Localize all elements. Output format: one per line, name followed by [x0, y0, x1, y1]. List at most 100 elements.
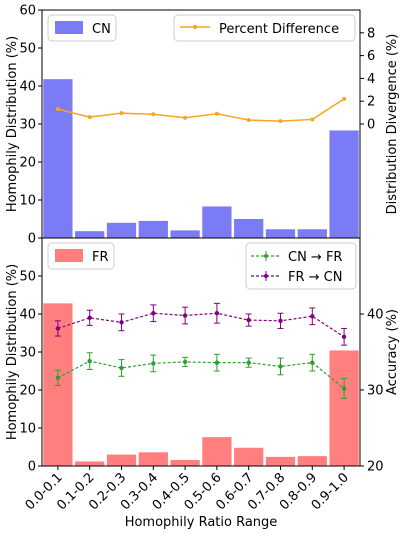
fr-to-cn-point-0.4-0.5 [182, 307, 188, 324]
fr-to-cn-point-0.2-0.3 [119, 314, 125, 331]
cn-to-fr-point-0.3-0.4 [150, 355, 156, 372]
legend-marker-fr-to-cn [264, 274, 268, 278]
cn-bar-0.7-0.8 [266, 229, 295, 238]
fr-to-cn-point-0.3-0.4 [150, 305, 156, 322]
bottom-x-ticks: 0.0-0.10.1-0.20.2-0.30.3-0.40.4-0.50.5-0… [23, 466, 352, 513]
percent-difference-point-0.6-0.7 [247, 118, 251, 122]
fr-to-cn-point-0.5-0.6 [214, 303, 220, 323]
top-bars [43, 79, 358, 238]
cn-bar-0.3-0.4 [139, 221, 168, 238]
top-left-ticks: 0 10 20 30 40 50 60 [19, 4, 42, 247]
percent-difference-point-0.2-0.3 [120, 111, 124, 115]
fr-bar-0.6-0.7 [234, 448, 263, 466]
bottom-legend-left: FR [48, 243, 114, 269]
bottom-legend-right: CN → FR FR → CN [246, 243, 356, 289]
top-percent-difference-line [56, 97, 346, 123]
fr-to-cn-point-0.1-0.2 [87, 310, 93, 325]
top-left-tick-label: 30 [19, 118, 36, 133]
bottom-left-tick-label: 0 [28, 460, 36, 475]
fr-to-cn-marker [278, 319, 282, 323]
legend-swatch-fr [55, 249, 83, 262]
percent-difference-point-0.9-1.0 [342, 97, 346, 101]
fr-to-cn-line [58, 313, 344, 337]
fr-to-cn-marker [119, 320, 123, 324]
percent-difference-point-0.5-0.6 [215, 112, 219, 116]
cn-bar-0.6-0.7 [234, 219, 263, 238]
fr-bar-0.8-0.9 [298, 456, 327, 466]
bottom-left-tick-label: 30 [19, 346, 36, 361]
bottom-left-axis-label: Homophily Distribution (%) [5, 264, 20, 440]
top-left-tick-label: 0 [28, 232, 36, 247]
cn-bar-0.8-0.9 [298, 229, 327, 238]
cn-to-fr-marker [310, 360, 314, 364]
cn-to-fr-point-0.1-0.2 [87, 353, 93, 370]
top-plot-frame [42, 10, 360, 238]
fr-bar-0.5-0.6 [202, 437, 231, 466]
fr-bar-0.9-1.0 [329, 350, 358, 466]
fr-to-cn-point-0.9-1.0 [341, 328, 347, 345]
top-right-axis-label: Distribution Divergence (%) [385, 34, 400, 215]
fr-bar-0.3-0.4 [139, 452, 168, 466]
fr-to-cn-marker [183, 313, 187, 317]
bottom-left-tick-label: 10 [19, 422, 36, 437]
fr-to-cn-marker [56, 326, 60, 330]
top-right-ticks: 0 2 4 6 8 [360, 26, 375, 132]
bottom-x-axis-label: Homophily Ratio Range [125, 515, 278, 530]
percent-difference-point-0.4-0.5 [183, 116, 187, 120]
top-left-tick-label: 10 [19, 194, 36, 209]
top-left-tick-label: 20 [19, 156, 36, 171]
bottom-left-tick-label: 40 [19, 308, 36, 323]
top-right-tick-label: 8 [367, 26, 375, 41]
fr-to-cn-marker [88, 316, 92, 320]
cn-to-fr-marker [88, 359, 92, 363]
legend-marker-cn-to-fr [264, 254, 268, 258]
cn-to-fr-line [58, 361, 344, 388]
top-legend-right: Percent Difference [174, 15, 355, 41]
cn-bar-0.5-0.6 [202, 206, 231, 238]
legend-label-fr-to-cn: FR → CN [288, 270, 342, 285]
cn-to-fr-point-0.7-0.8 [278, 358, 284, 375]
percent-difference-point-0.7-0.8 [279, 119, 283, 123]
fr-to-cn-marker [215, 311, 219, 315]
bottom-panel: 0 10 20 30 40 50 20 30 40 0.0-0.10.1-0.20.2-0.3… [5, 238, 400, 530]
top-right-tick-label: 4 [367, 72, 375, 87]
fr-to-cn-point-0.6-0.7 [246, 314, 252, 326]
cn-to-fr-marker [183, 360, 187, 364]
bottom-bars [43, 303, 358, 466]
fr-to-cn-marker [247, 318, 251, 322]
legend-marker-percent-difference [193, 25, 197, 29]
percent-difference-point-0.0-0.1 [56, 107, 60, 111]
percent-difference-point-0.8-0.9 [310, 117, 314, 121]
fr-to-cn-marker [310, 314, 314, 318]
fr-to-cn-marker [151, 311, 155, 315]
cn-to-fr-point-0.4-0.5 [182, 357, 188, 366]
fr-to-cn-marker [342, 335, 346, 339]
fr-to-cn-point-0.7-0.8 [278, 313, 284, 328]
percent-difference-line [58, 99, 344, 121]
percent-difference-point-0.1-0.2 [88, 115, 92, 119]
fr-to-cn-point-0.8-0.9 [309, 308, 315, 325]
legend-label-cn: CN [92, 22, 111, 37]
bottom-right-ticks: 20 30 40 [360, 308, 384, 475]
bottom-right-axis-label: Accuracy (%) [385, 309, 400, 395]
cn-bar-0.4-0.5 [170, 230, 199, 238]
fr-bar-0.2-0.3 [107, 455, 136, 466]
bottom-accuracy-lines [55, 303, 347, 398]
cn-to-fr-marker [151, 361, 155, 365]
cn-to-fr-point-0.6-0.7 [246, 358, 252, 367]
cn-to-fr-point-0.8-0.9 [309, 354, 315, 371]
bottom-right-tick-label: 20 [367, 460, 384, 475]
top-left-tick-label: 40 [19, 80, 36, 95]
top-panel: 0 10 20 30 40 50 60 0 2 4 6 8 Homophily Distributi… [5, 4, 400, 247]
fr-bar-0.4-0.5 [170, 460, 199, 466]
cn-to-fr-marker [215, 360, 219, 364]
bottom-left-ticks: 0 10 20 30 40 50 [19, 270, 42, 475]
legend-label-fr: FR [92, 250, 109, 265]
top-right-tick-label: 0 [367, 118, 375, 133]
cn-to-fr-marker [342, 386, 346, 390]
bottom-right-tick-label: 30 [367, 384, 384, 399]
fr-bar-0.1-0.2 [75, 461, 104, 466]
bottom-right-tick-label: 40 [367, 308, 384, 323]
percent-difference-point-0.3-0.4 [151, 112, 155, 116]
